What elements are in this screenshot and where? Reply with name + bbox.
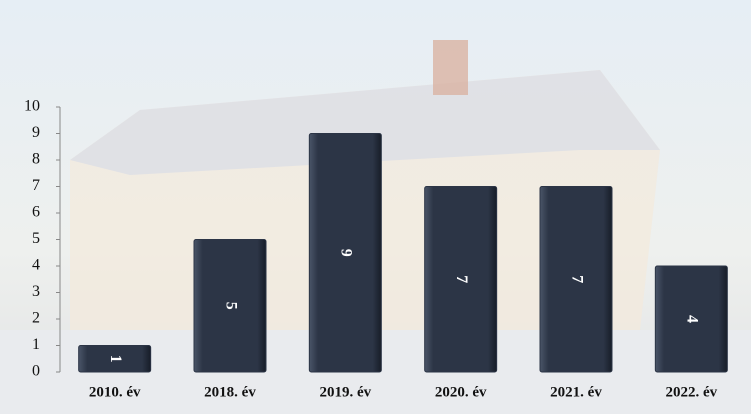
x-tick-label: 2010. év bbox=[89, 384, 141, 400]
bar bbox=[539, 186, 613, 373]
x-tick-label: 2018. év bbox=[204, 384, 256, 400]
bar bbox=[78, 345, 152, 373]
y-tick-label: 2 bbox=[32, 310, 40, 327]
y-tick-label: 8 bbox=[32, 151, 40, 168]
y-tick-label: 7 bbox=[32, 177, 40, 194]
bar bbox=[424, 186, 498, 373]
y-tick-label: 9 bbox=[32, 124, 40, 141]
y-tick-label: 0 bbox=[32, 363, 40, 380]
x-tick-label: 2021. év bbox=[550, 384, 602, 400]
bar bbox=[193, 239, 267, 373]
y-tick-label: 5 bbox=[32, 230, 40, 247]
x-tick-label: 2022. év bbox=[665, 384, 717, 400]
data-label: 4 bbox=[684, 315, 701, 323]
bar bbox=[308, 133, 382, 373]
data-label: 7 bbox=[568, 275, 585, 283]
y-tick-label: 4 bbox=[32, 257, 40, 274]
y-tick-label: 1 bbox=[32, 336, 40, 353]
y-tick-label: 3 bbox=[32, 283, 40, 300]
data-label: 5 bbox=[222, 302, 239, 310]
x-tick-label: 2020. év bbox=[435, 384, 487, 400]
y-tick-label: 10 bbox=[24, 98, 40, 115]
x-tick-label: 2019. év bbox=[319, 384, 371, 400]
data-label: 7 bbox=[453, 275, 470, 283]
data-label: 9 bbox=[338, 249, 355, 257]
y-tick-label: 6 bbox=[32, 204, 40, 221]
bar bbox=[654, 265, 728, 373]
data-label: 1 bbox=[107, 355, 124, 363]
